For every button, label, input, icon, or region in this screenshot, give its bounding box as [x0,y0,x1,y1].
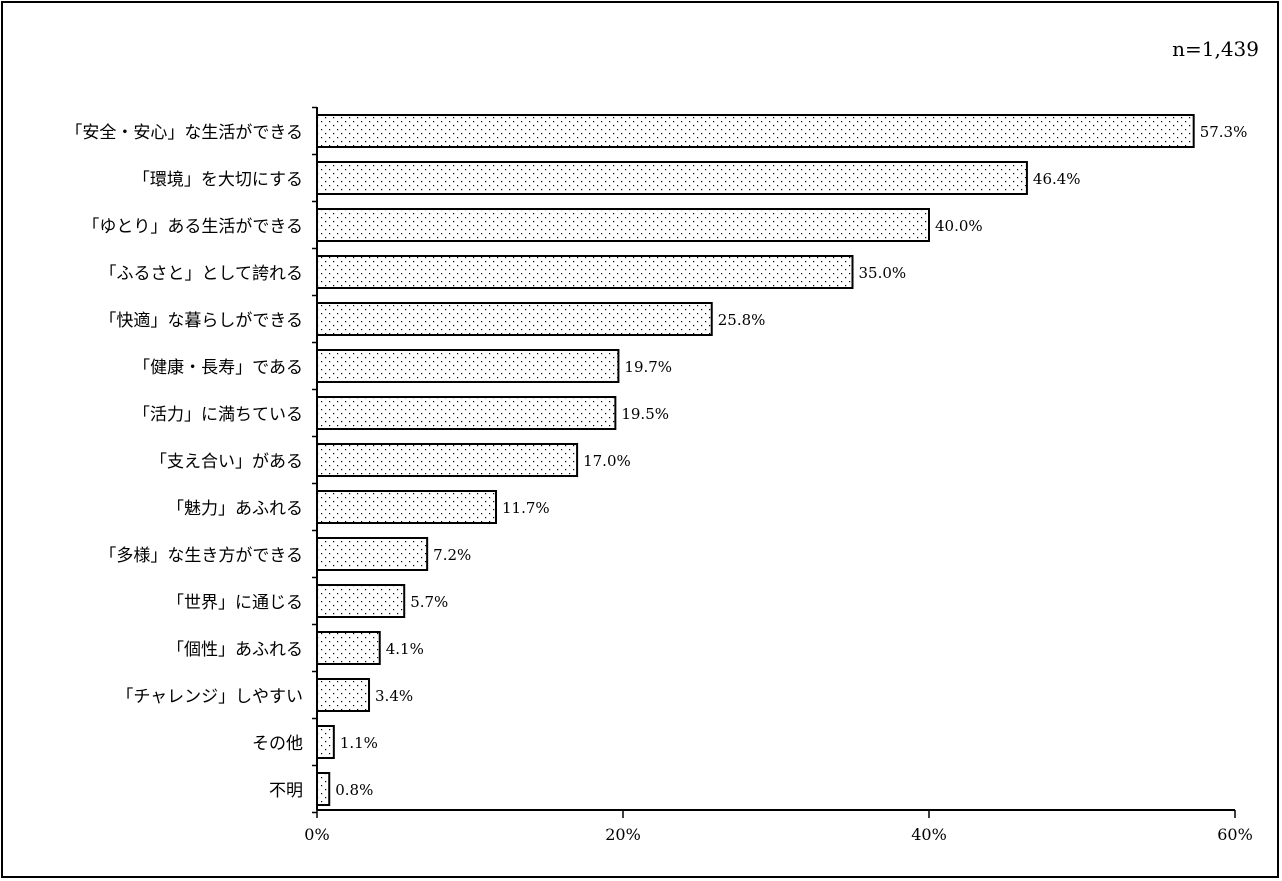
bar-value-label: 3.4% [375,687,413,705]
bar [316,208,930,242]
category-label: 「支え合い」がある [150,452,303,472]
category-label: 「多様」な生き方ができる [99,546,303,566]
bar [316,584,406,618]
category-label: 不明 [269,781,303,801]
bar-value-label: 19.7% [624,358,672,376]
bar [316,678,371,712]
category-label: 「チャレンジ」しやすい [116,687,303,707]
category-label: 「ふるさと」として誇れる [100,264,304,284]
bar [316,161,1028,195]
bar [316,443,579,477]
x-tick-label: 0% [304,825,329,844]
x-tick-label: 40% [911,825,947,844]
bar-value-label: 4.1% [386,640,424,658]
bar [316,396,617,430]
bar [316,302,713,336]
bar-value-label: 35.0% [859,264,907,282]
bar [316,725,335,759]
category-label: 「安全・安心」な生活ができる [65,123,303,143]
bar-value-label: 1.1% [340,734,378,752]
category-label: 「快適」な暮らしができる [99,311,303,331]
category-label: 「環境」を大切にする [133,170,303,190]
bar-value-label: 57.3% [1200,123,1248,141]
bar-value-label: 46.4% [1033,170,1081,188]
category-label: 「活力」に満ちている [133,405,303,425]
bar-value-label: 0.8% [335,781,373,799]
bar-value-label: 11.7% [502,499,550,517]
category-label: その他 [252,734,303,754]
bar-value-label: 19.5% [621,405,669,423]
bar [316,349,620,383]
bar-value-label: 25.8% [718,311,766,329]
bars: 57.3% 46.4% 40.0% 35.0% 25.8% 19.7% 19.5% 17.0%… [316,114,1248,806]
bar [316,772,331,806]
bar [316,114,1195,148]
bar [316,255,854,289]
bar-value-label: 7.2% [433,546,471,564]
bar [316,537,429,571]
bar [316,490,498,524]
sample-size-label: n=1,439 [1172,37,1259,61]
bar [316,631,381,665]
bar-value-label: 5.7% [410,593,448,611]
category-label: 「個性」あふれる [167,640,303,660]
bar-value-label: 40.0% [935,217,983,235]
x-tick-label: 20% [605,825,641,844]
category-label: 「ゆとり」ある生活ができる [82,217,303,237]
x-tick-label: 60% [1217,825,1253,844]
bar-value-label: 17.0% [583,452,631,470]
category-label: 「健康・長寿」である [133,358,303,378]
category-label: 「魅力」あふれる [167,499,303,519]
category-labels: 「安全・安心」な生活ができる「環境」を大切にする「ゆとり」ある生活ができる「ふる… [65,123,303,801]
category-label: 「世界」に通じる [167,593,303,613]
